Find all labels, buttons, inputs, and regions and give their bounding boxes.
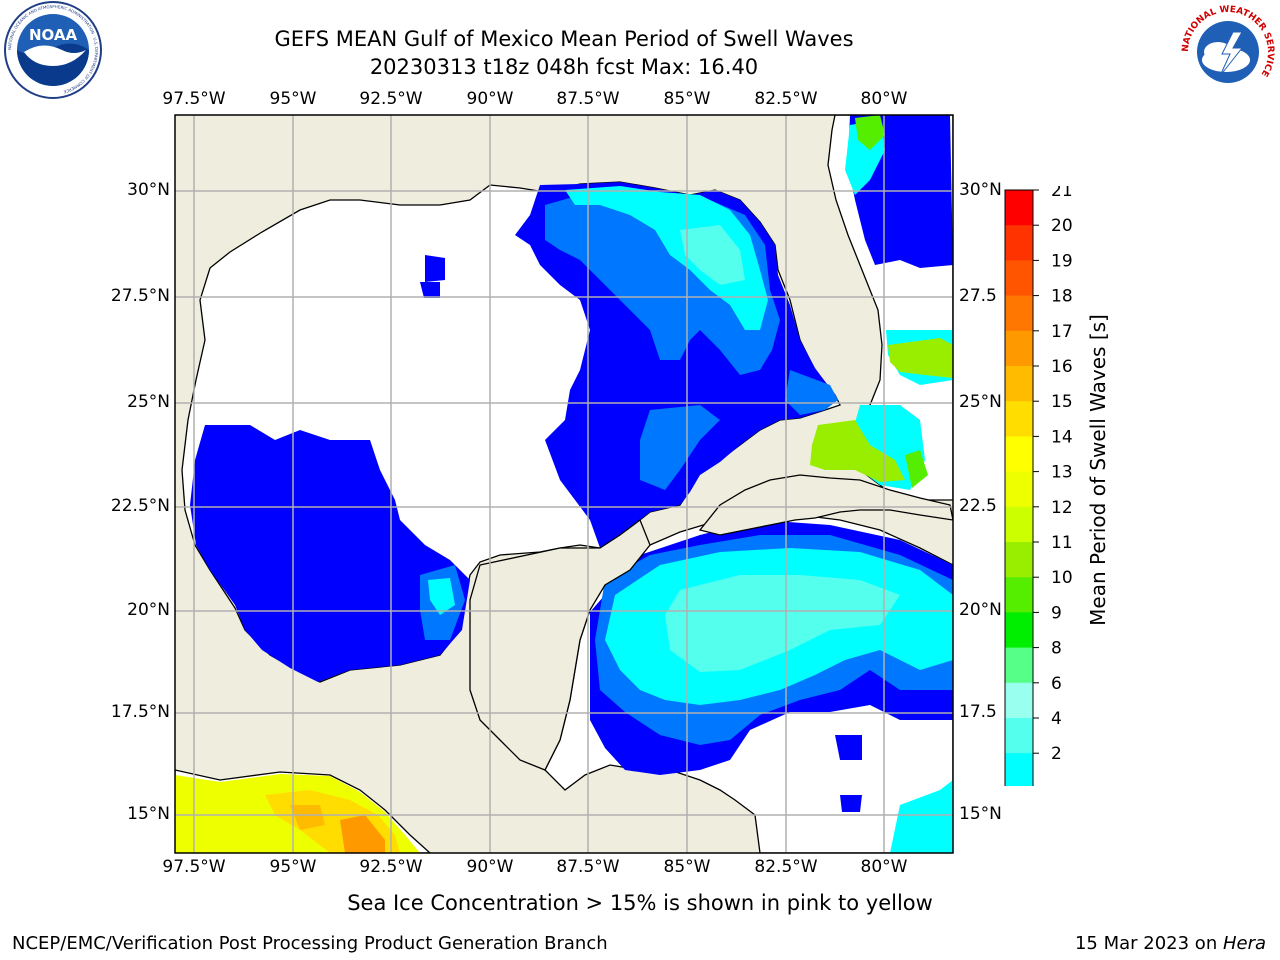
lat-label-right: 27.5: [959, 286, 997, 306]
map-frame: [174, 114, 954, 854]
colorbar-tick-label: 13: [1051, 463, 1073, 483]
lon-label-top: 90°W: [466, 89, 514, 109]
lon-label-top: 85°W: [663, 89, 711, 109]
date-text: 15 Mar 2023 on: [1074, 933, 1223, 954]
noaa-logo-text: NOAA: [29, 26, 78, 44]
lon-label-bottom: 80°W: [860, 857, 908, 877]
colorbar-segment: [1005, 542, 1033, 578]
colorbar-segment: [1005, 295, 1033, 332]
lon-label-top: 95°W: [269, 89, 317, 109]
colorbar-tick-label: 21: [1051, 186, 1073, 201]
colorbar-tick-label: 19: [1051, 251, 1073, 271]
colorbar-tick-label: 8: [1051, 639, 1062, 659]
colorbar-tick-label: 18: [1051, 287, 1073, 307]
colorbar-segment: [1005, 260, 1033, 297]
colorbar-segment: [1005, 753, 1033, 786]
lat-label-left: 30°N: [127, 180, 170, 200]
lat-label-right: 30°N: [959, 180, 1002, 200]
lon-label-bottom: 95°W: [269, 857, 317, 877]
lat-label-left: 25°N: [127, 392, 170, 412]
colorbar: 21 20 19 18 17 16 15 14 13 12 11 10 9 8 6 4 2: [1004, 186, 1073, 786]
colorbar-segment: [1005, 718, 1033, 754]
lon-label-bottom: 97.5°W: [162, 857, 226, 877]
colorbar-segment: [1005, 577, 1033, 613]
lat-label-left: 27.5°N: [110, 286, 170, 306]
colorbar-tick-label: 2: [1051, 744, 1062, 764]
colorbar-tick-label: 4: [1051, 709, 1062, 729]
date-stamp: 15 Mar 2023 on Hera: [1075, 933, 1266, 954]
colorbar-segment: [1005, 401, 1033, 437]
lat-label-right: 15°N: [959, 804, 1002, 824]
lon-label-top: 87.5°W: [556, 89, 620, 109]
colorbar-tick-label: 6: [1051, 674, 1062, 694]
lon-label-top: 82.5°W: [754, 89, 818, 109]
colorbar-segment: [1005, 471, 1033, 508]
colorbar-tick-label: 9: [1051, 603, 1062, 623]
colorbar-segment: [1005, 190, 1033, 226]
lat-label-right: 22.5: [959, 496, 997, 516]
lat-label-right: 17.5: [959, 702, 997, 722]
pacific-swell: [175, 774, 420, 853]
lon-label-bottom: 87.5°W: [556, 857, 620, 877]
colorbar-tick-label: 16: [1051, 357, 1073, 377]
colorbar-tick-label: 10: [1051, 568, 1073, 588]
lon-label-top: 97.5°W: [162, 89, 226, 109]
cuba-land: [698, 474, 953, 536]
colorbar-segment: [1005, 436, 1033, 473]
colorbar-tick-label: 17: [1051, 322, 1073, 342]
graticule: [175, 115, 953, 853]
chart-subtitle: 20230313 t18z 048h fcst Max: 16.40: [369, 55, 759, 79]
colorbar-tick-label: 12: [1051, 498, 1073, 518]
nws-logo-icon: NATIONAL WEATHER SERVICE: [1181, 5, 1275, 98]
lon-label-bottom: 92.5°W: [359, 857, 423, 877]
swell-10-13s: [260, 115, 953, 808]
lon-label-top: 92.5°W: [359, 89, 423, 109]
lon-label-top: 80°W: [860, 89, 908, 109]
colorbar-segment: [1005, 682, 1033, 719]
lat-label-right: 20°N: [959, 600, 1002, 620]
lat-label-left: 22.5°N: [110, 496, 170, 516]
sea-ice-caption: Sea Ice Concentration > 15% is shown in …: [347, 891, 933, 915]
colorbar-segment: [1005, 330, 1033, 367]
colorbar-tick-label: 14: [1051, 427, 1073, 447]
machine-name: Hera: [1222, 933, 1266, 954]
lon-label-bottom: 90°W: [466, 857, 514, 877]
lon-label-bottom: 82.5°W: [754, 857, 818, 877]
colorbar-tick-label: 20: [1051, 216, 1073, 236]
colorbar-segment: [1005, 225, 1033, 261]
colorbar-tick-label: 15: [1051, 392, 1073, 412]
swell-8-9s: [665, 225, 900, 672]
colorbar-segment: [1005, 366, 1033, 402]
lat-label-left: 15°N: [127, 804, 170, 824]
colorbar-label: Mean Period of Swell Waves [s]: [1086, 314, 1110, 626]
noaa-logo-icon: NOAA NATIONAL OCEANIC AND ATMOSPHERIC AD…: [4, 1, 102, 99]
colorbar-tick-label: 11: [1051, 533, 1073, 553]
lat-label-left: 17.5°N: [110, 702, 170, 722]
lon-label-bottom: 85°W: [663, 857, 711, 877]
credit-text: NCEP/EMC/Verification Post Processing Pr…: [12, 933, 608, 954]
lat-label-right: 25°N: [959, 392, 1002, 412]
colorbar-segment: [1005, 612, 1033, 649]
chart-title: GEFS MEAN Gulf of Mexico Mean Period of …: [274, 27, 854, 51]
colorbar-segment: [1005, 506, 1033, 543]
yucatan-land: [469, 518, 651, 771]
lat-label-left: 20°N: [127, 600, 170, 620]
colorbar-segment: [1005, 647, 1033, 684]
